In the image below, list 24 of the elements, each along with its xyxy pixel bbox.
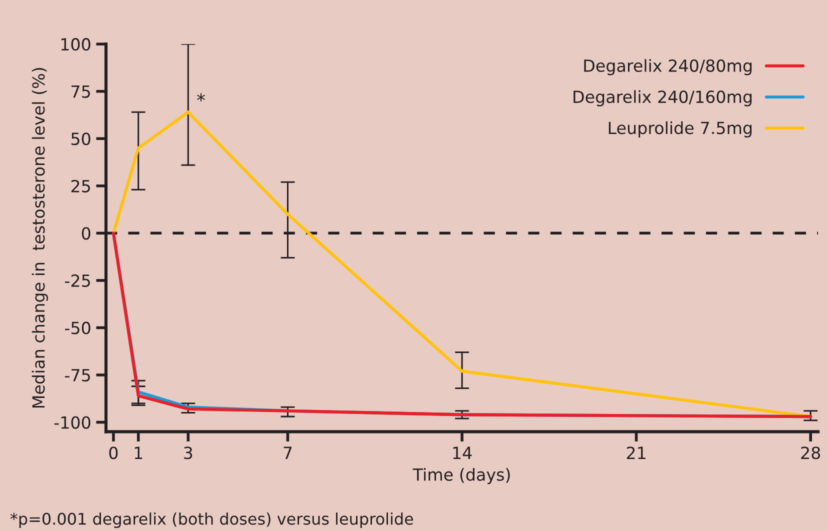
x-tick-label: 1: [134, 446, 142, 459]
y-tick-label: 75: [72, 86, 90, 98]
text: *p=0.001 degarelix (both doses) versus leuprolide: [10, 512, 414, 528]
y-axis-title: Median change in testosterone level (%): [32, 68, 48, 408]
x-tick-label: 3: [184, 446, 192, 460]
annotation: *: [197, 93, 205, 102]
y-tick-label: -50: [64, 322, 90, 334]
line-series: [112, 232, 812, 418]
x-tick-label: 14: [453, 446, 472, 459]
x-tick-label: 28: [801, 446, 820, 460]
legend-label: Degarelix 240/80mg: [584, 59, 752, 76]
x-tick-label: 7: [284, 446, 292, 459]
legend-label: Degarelix 240/160mg: [574, 90, 752, 106]
x-axis-title: Time (days): [412, 468, 510, 484]
y-tick-label: -100: [54, 416, 90, 429]
x-tick-label: 21: [626, 446, 646, 459]
x-tick-label: 0: [109, 446, 118, 460]
y-tick-label: -25: [64, 274, 90, 287]
y-tick-label: 50: [71, 132, 90, 146]
y-tick-label: 0: [82, 227, 90, 240]
y-tick-label: -75: [64, 369, 90, 382]
legend-label: Leuprolide 7.5mg: [608, 121, 752, 138]
y-tick-label: 100: [61, 38, 90, 51]
y-tick-label: 25: [71, 180, 90, 192]
